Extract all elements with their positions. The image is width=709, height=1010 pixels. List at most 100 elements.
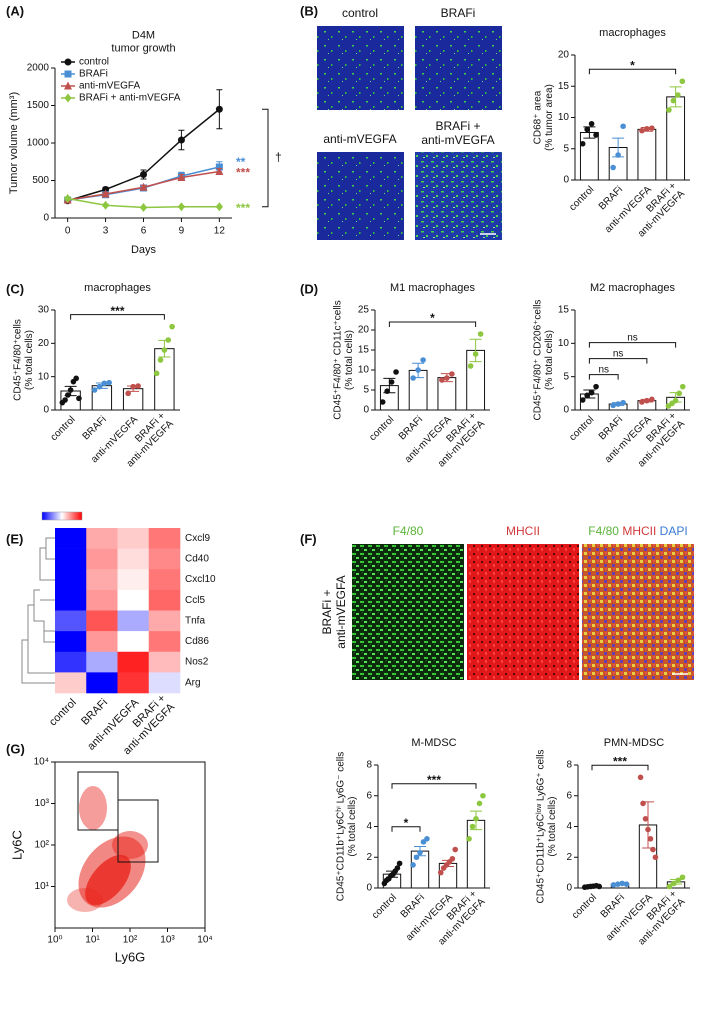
x-tick-label: control xyxy=(567,184,596,213)
bar xyxy=(637,128,657,181)
heatmap-cell xyxy=(117,548,150,570)
y-axis-title: CD45⁺F4/80⁺ CD206⁺cells(% total cells) xyxy=(532,300,555,421)
heatmap-cell xyxy=(148,631,181,653)
y-tick-label: 6 xyxy=(366,790,372,801)
row-label: Cd86 xyxy=(185,636,209,647)
heatmap-cell xyxy=(55,589,87,611)
heatmap-cell xyxy=(148,548,181,570)
data-point xyxy=(584,126,590,133)
heatmap-cell xyxy=(86,528,118,549)
data-point xyxy=(417,849,423,856)
marker xyxy=(215,202,223,212)
data-point xyxy=(125,390,131,397)
data-point xyxy=(666,883,673,890)
data-point xyxy=(388,379,395,385)
data-point xyxy=(623,881,630,887)
x-tick-label: 3 xyxy=(103,226,109,237)
data-point xyxy=(396,860,403,867)
data-point xyxy=(615,881,621,887)
significance-bracket xyxy=(591,764,649,771)
y-tick-label: 30 xyxy=(38,305,50,316)
micrograph xyxy=(415,26,502,110)
bar xyxy=(579,132,599,181)
y-tick-label: 5 xyxy=(363,385,369,396)
significance-bracket xyxy=(262,108,269,208)
data-point xyxy=(666,107,672,113)
x-tick-label: BRAFi xyxy=(81,414,109,442)
micrograph xyxy=(317,152,404,240)
y-tick-label: 10 xyxy=(558,112,570,123)
marker xyxy=(140,203,147,212)
y-axis-title: Ly6C xyxy=(9,830,24,860)
data-point xyxy=(161,347,168,353)
heatmap-cell xyxy=(55,631,87,653)
marker xyxy=(140,171,147,178)
row-label: Arg xyxy=(185,677,201,688)
data-point xyxy=(652,854,659,861)
significance: ns xyxy=(627,332,638,343)
y-axis-title: Tumor volume (mm³) xyxy=(8,92,20,194)
heatmap-cell xyxy=(117,651,150,673)
dendrogram xyxy=(21,537,55,684)
x-tick-label: BRAFi +anti-mVEGFA xyxy=(116,410,175,469)
data-point xyxy=(476,800,483,807)
data-point xyxy=(615,401,621,407)
data-point xyxy=(593,383,599,390)
error-bar xyxy=(469,338,482,363)
panel-label: (E) xyxy=(6,531,23,546)
x-tick-label: 0 xyxy=(65,226,71,237)
heatmap-cell xyxy=(86,651,118,673)
marker xyxy=(64,58,72,66)
panel-label: (B) xyxy=(300,3,318,18)
data-point xyxy=(420,357,426,363)
heatmap-cell xyxy=(117,589,150,611)
x-tick-label: 10³ xyxy=(160,935,175,946)
x-tick-label: 12 xyxy=(214,226,226,237)
y-tick-label: 10 xyxy=(358,365,370,376)
data-point xyxy=(679,78,686,85)
y-tick-label: 8 xyxy=(566,760,572,771)
data-point xyxy=(410,375,416,381)
significance-bracket xyxy=(391,826,421,832)
micrograph xyxy=(467,544,579,680)
gate xyxy=(117,799,159,863)
heatmap-cell xyxy=(55,610,87,632)
heatmap-cell xyxy=(55,528,87,549)
bar xyxy=(154,348,175,411)
y-tick-label: 8 xyxy=(366,760,372,771)
data-point xyxy=(477,331,484,337)
y-tick-label: 10² xyxy=(35,840,50,851)
data-point xyxy=(480,792,486,799)
data-point xyxy=(645,826,651,833)
data-point xyxy=(73,375,79,382)
heatmap-cell xyxy=(117,610,150,632)
data-point xyxy=(415,367,421,373)
marker xyxy=(177,173,186,181)
data-point xyxy=(96,383,103,390)
heatmap-cell xyxy=(148,589,181,611)
data-point xyxy=(675,877,681,884)
heatmap-cell xyxy=(117,528,150,549)
image-caption: BRAFi + anti-mVEGFA xyxy=(421,119,494,147)
heatmap-cell xyxy=(148,528,181,549)
data-point xyxy=(579,140,586,147)
significance-bracket xyxy=(70,314,165,320)
marker xyxy=(102,200,110,210)
significance-bracket xyxy=(588,374,619,380)
data-point xyxy=(640,800,646,807)
data-point xyxy=(644,397,650,404)
significance: ns xyxy=(613,348,624,359)
legend-label: anti-mVEGFA xyxy=(79,81,140,92)
data-point xyxy=(466,836,472,842)
data-point xyxy=(588,120,595,127)
data-point xyxy=(106,379,112,386)
data-point xyxy=(672,397,679,404)
y-tick-label: 15 xyxy=(558,81,570,92)
data-point xyxy=(424,836,430,842)
data-point xyxy=(439,377,445,383)
data-point xyxy=(650,846,656,853)
image-caption: MHCII xyxy=(506,524,540,538)
data-point xyxy=(153,370,160,377)
data-point xyxy=(610,164,616,171)
x-tick-label: 10² xyxy=(123,935,138,946)
